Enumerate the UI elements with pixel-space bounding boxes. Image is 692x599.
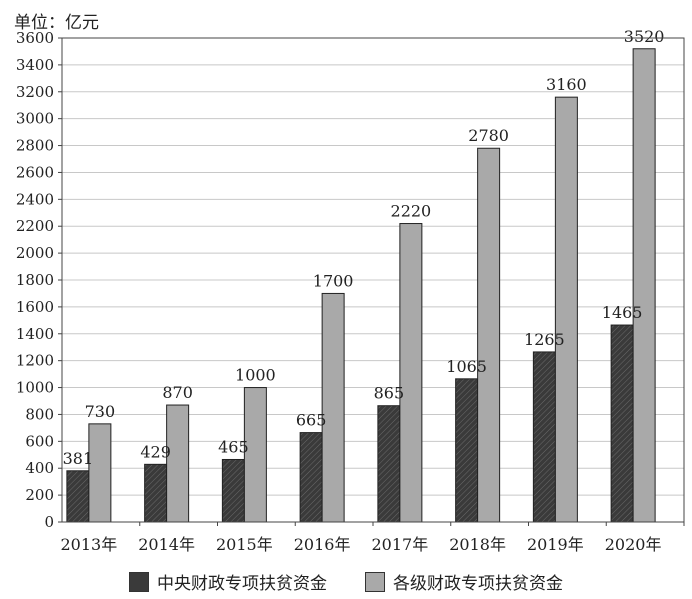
bar-central — [66, 470, 90, 523]
data-label-central: 1265 — [524, 330, 565, 349]
y-tick-label: 800 — [25, 405, 54, 423]
bars — [66, 48, 656, 523]
data-label-all-levels: 3160 — [546, 75, 587, 94]
y-tick-label: 2200 — [16, 217, 54, 235]
data-label-all-levels: 730 — [85, 402, 116, 421]
y-tick-label: 0 — [44, 513, 54, 531]
x-tick-label: 2017年 — [372, 535, 429, 554]
data-label-central: 1065 — [446, 357, 487, 376]
data-label-all-levels: 2780 — [468, 126, 509, 145]
legend-label-all-levels: 各级财政专项扶贫资金 — [393, 574, 563, 594]
y-tick-label: 2600 — [16, 163, 54, 181]
x-tick-label: 2018年 — [449, 535, 506, 554]
bar-central — [299, 432, 323, 523]
legend: 中央财政专项扶贫资金 各级财政专项扶贫资金 — [0, 569, 692, 594]
y-tick-label: 1000 — [16, 379, 54, 397]
bar-central — [455, 378, 479, 523]
bar-all-levels — [88, 423, 112, 523]
data-label-central: 429 — [140, 442, 171, 461]
data-label-central: 665 — [296, 411, 327, 430]
y-tick-label: 600 — [25, 432, 54, 450]
data-label-central: 865 — [374, 384, 405, 403]
y-tick-label: 3400 — [16, 56, 54, 74]
y-tick-label: 3200 — [16, 83, 54, 101]
bar-all-levels — [399, 223, 423, 523]
y-tick-label: 3000 — [16, 110, 54, 128]
unit-label: 单位：亿元 — [14, 13, 99, 33]
x-tick-label: 2016年 — [294, 535, 351, 554]
bar-central — [144, 463, 168, 523]
y-tick-label: 1800 — [16, 271, 54, 289]
y-tick-label: 2800 — [16, 137, 54, 155]
bar-all-levels — [477, 147, 501, 523]
bar-central — [532, 351, 556, 523]
data-label-central: 381 — [63, 449, 94, 468]
legend-swatch-central — [129, 571, 149, 592]
bar-central — [377, 405, 401, 523]
data-label-all-levels: 870 — [162, 383, 193, 402]
y-tick-label: 2400 — [16, 190, 54, 208]
bar-all-levels — [554, 96, 578, 523]
bar-central — [221, 458, 245, 523]
data-label-all-levels: 2220 — [391, 202, 432, 221]
x-tick-label: 2014年 — [138, 535, 195, 554]
data-label-all-levels: 3520 — [624, 27, 665, 46]
y-tick-label: 3600 — [16, 29, 54, 47]
y-tick-label: 1200 — [16, 352, 54, 370]
y-tick-label: 2000 — [16, 244, 54, 262]
y-tick-label: 200 — [25, 486, 54, 504]
bar-all-levels — [321, 292, 345, 523]
data-labels: 381 730 429 870 465 1000 665 1700 865 2220 1065 278… — [63, 27, 665, 468]
bar-all-levels — [166, 404, 190, 523]
data-label-all-levels: 1700 — [313, 271, 354, 290]
y-tick-label: 400 — [25, 459, 54, 477]
x-tick-label: 2019年 — [527, 535, 584, 554]
axes: 0 200 400 600 800 1000 1200 1400 1600 1800 2000 220… — [16, 29, 685, 554]
bar-all-levels — [632, 48, 656, 523]
grid-lines — [62, 37, 684, 496]
bar-central — [610, 324, 634, 523]
x-tick-label: 2020年 — [605, 535, 662, 554]
data-label-central: 1465 — [602, 303, 643, 322]
legend-item-all-levels: 各级财政专项扶贫资金 — [365, 569, 563, 594]
data-label-central: 465 — [218, 437, 249, 456]
y-tick-label: 1600 — [16, 298, 54, 316]
legend-item-central: 中央财政专项扶贫资金 — [129, 569, 327, 594]
data-label-all-levels: 1000 — [235, 366, 276, 385]
y-tick-label: 1400 — [16, 325, 54, 343]
x-tick-label: 2015年 — [216, 535, 273, 554]
x-tick-label: 2013年 — [61, 535, 118, 554]
legend-swatch-all-levels — [365, 571, 385, 592]
legend-label-central: 中央财政专项扶贫资金 — [157, 574, 327, 594]
